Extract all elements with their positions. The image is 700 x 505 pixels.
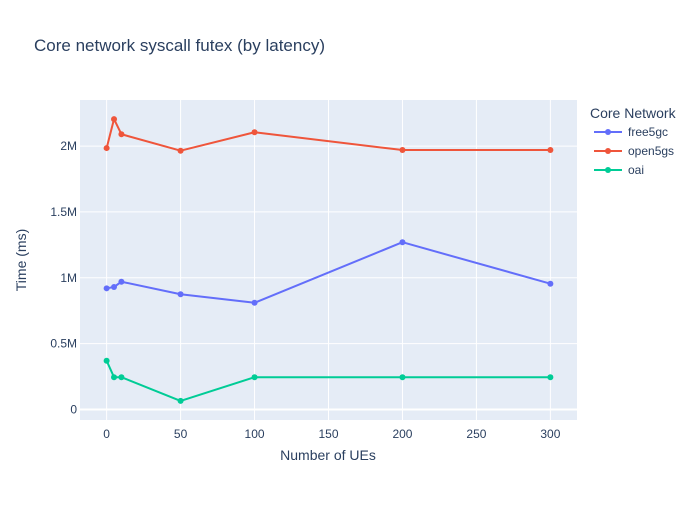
x-tick-label: 250: [466, 427, 486, 441]
x-axis-label: Number of UEs: [280, 447, 376, 463]
data-point-open5gs[interactable]: [177, 147, 184, 154]
data-point-oai[interactable]: [103, 357, 110, 364]
data-point-free5gc[interactable]: [399, 239, 406, 246]
legend-swatch-marker: [605, 148, 611, 154]
y-axis-label: Time (ms): [13, 229, 29, 291]
legend-item-open5gs[interactable]: open5gs: [594, 144, 674, 158]
legend-items[interactable]: free5gc open5gs oai: [594, 125, 674, 177]
legend-title: Core Network: [590, 105, 677, 121]
legend-swatch-marker: [605, 129, 611, 135]
data-point-free5gc[interactable]: [251, 299, 258, 306]
y-tick-label: 0: [70, 402, 77, 416]
legend-label: oai: [628, 163, 644, 177]
data-point-free5gc[interactable]: [547, 280, 554, 287]
y-tick-label: 1M: [60, 271, 77, 285]
data-point-open5gs[interactable]: [399, 147, 406, 154]
data-point-open5gs[interactable]: [118, 131, 125, 138]
legend[interactable]: Core Network free5gc open5gs oai: [590, 105, 677, 177]
data-point-free5gc[interactable]: [118, 278, 125, 285]
data-point-open5gs[interactable]: [251, 129, 258, 136]
data-point-oai[interactable]: [177, 397, 184, 404]
data-point-open5gs[interactable]: [111, 116, 118, 123]
legend-label: open5gs: [628, 144, 674, 158]
data-point-oai[interactable]: [251, 374, 258, 381]
x-tick-label: 150: [318, 427, 338, 441]
series-layer: [103, 116, 554, 404]
series-oai: [103, 357, 554, 404]
series-open5gs: [103, 116, 554, 154]
x-axis-ticks: 0 50 100 150 200 250 300: [103, 427, 560, 441]
data-point-oai[interactable]: [399, 374, 406, 381]
y-tick-label: 0.5M: [50, 337, 77, 351]
grid-lines: [80, 100, 577, 420]
series-free5gc: [103, 239, 554, 306]
legend-item-oai[interactable]: oai: [594, 163, 644, 177]
data-point-open5gs[interactable]: [547, 147, 554, 154]
data-point-oai[interactable]: [111, 374, 118, 381]
legend-label: free5gc: [628, 125, 668, 139]
y-tick-label: 2M: [60, 139, 77, 153]
data-point-free5gc[interactable]: [103, 285, 110, 292]
x-tick-label: 200: [392, 427, 412, 441]
x-tick-label: 50: [174, 427, 188, 441]
chart-title: Core network syscall futex (by latency): [34, 36, 325, 55]
y-tick-label: 1.5M: [50, 205, 77, 219]
x-tick-label: 300: [540, 427, 560, 441]
data-point-open5gs[interactable]: [103, 145, 110, 152]
x-tick-label: 100: [245, 427, 265, 441]
data-point-free5gc[interactable]: [111, 283, 118, 290]
y-axis-ticks: 0 0.5M 1M 1.5M 2M: [50, 139, 77, 416]
data-point-free5gc[interactable]: [177, 291, 184, 298]
data-point-oai[interactable]: [547, 374, 554, 381]
data-point-oai[interactable]: [118, 374, 125, 381]
legend-swatch-marker: [605, 167, 611, 173]
x-tick-label: 0: [103, 427, 110, 441]
legend-item-free5gc[interactable]: free5gc: [594, 125, 668, 139]
